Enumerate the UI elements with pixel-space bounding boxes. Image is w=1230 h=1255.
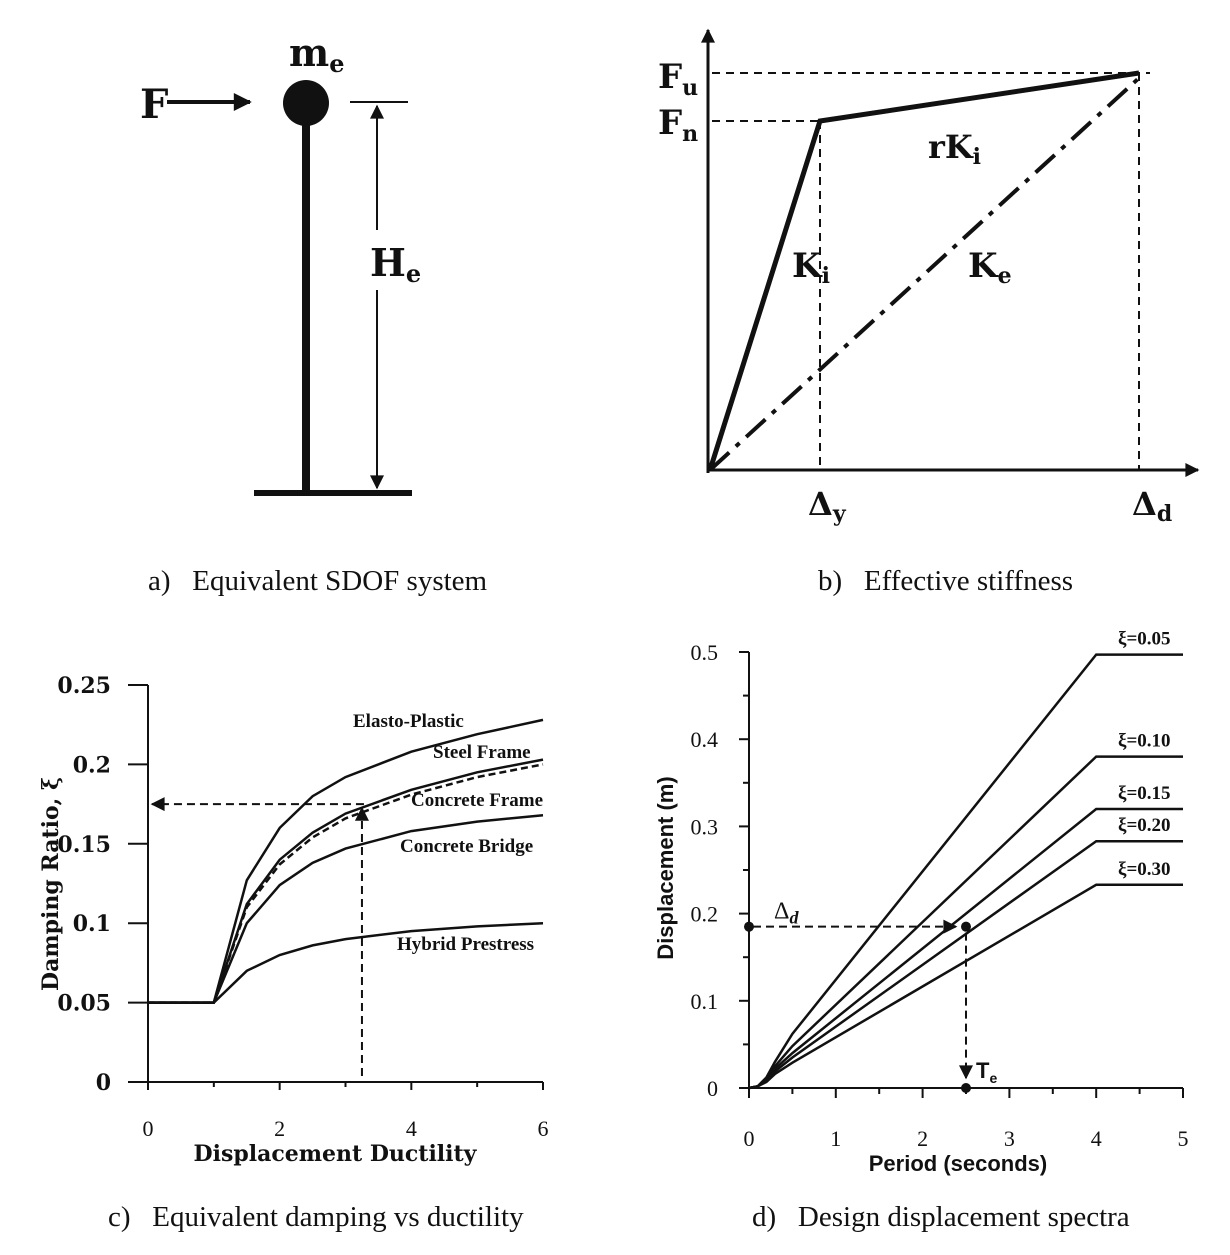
ke-label: Ke — [968, 246, 1012, 289]
mass-label: me — [289, 30, 345, 78]
c-x-tick-label: 4 — [406, 1116, 417, 1141]
period-point — [961, 1083, 971, 1093]
intersection-point — [961, 921, 971, 932]
caption-a: a) Equivalent SDOF system — [148, 565, 488, 597]
c-x-tick-label: 0 — [143, 1116, 154, 1141]
c-x-tick-label: 2 — [274, 1116, 285, 1141]
c-series-label: Elasto-Plastic — [353, 711, 464, 732]
c-y-tick-label: 0.2 — [73, 752, 111, 778]
c-series-labels: Elasto-Plastic Steel Frame Concrete Frame C… — [353, 711, 543, 955]
d-x-tick-label: 0 — [744, 1126, 755, 1151]
c-y-tick-label: 0 — [96, 1070, 111, 1096]
c-y-tick-label: 0.05 — [57, 991, 111, 1017]
d-y-tick-label: 0.4 — [691, 727, 719, 752]
c-y-tick-label: 0.25 — [57, 673, 111, 699]
d-series — [748, 653, 1183, 1090]
c-series-label: Concrete Bridge — [400, 836, 533, 857]
caption-c: c) Equivalent damping vs ductility — [108, 1201, 524, 1233]
height-label: He — [370, 240, 421, 288]
c-tick-labels: 0 2 4 6 0 0.05 0.1 0.15 0.2 0.25 — [57, 673, 548, 1141]
d-y-tick-label: 0.5 — [691, 640, 719, 665]
d-x-tick-label: 2 — [917, 1126, 928, 1151]
c-y-axis-label: Damping Ratio, ξ — [38, 777, 64, 991]
ki-label: Ki — [792, 246, 830, 289]
bilinear-curve — [707, 70, 1140, 471]
d-series-label: ξ=0.20 — [1118, 815, 1171, 836]
c-series-line — [148, 763, 544, 1004]
panel-a-sdof: F me He a) Equivalent SDOF system — [140, 30, 488, 597]
c-series-line — [148, 813, 544, 1004]
d-y-tick-label: 0.2 — [691, 902, 719, 927]
c-x-tick-label: 6 — [538, 1116, 549, 1141]
caption-d: d) Design displacement spectra — [752, 1201, 1130, 1233]
c-y-tick-label: 0.1 — [73, 911, 111, 937]
caption-b: b) Effective stiffness — [818, 565, 1073, 597]
d-y-tick-label: 0.1 — [691, 989, 719, 1014]
panel-b-stiffness: Fu Fn rKi Ki Ke Δy Δd b) Effective stiff… — [658, 28, 1200, 597]
d-series-label: ξ=0.30 — [1118, 859, 1171, 880]
d-x-tick-label: 1 — [830, 1126, 841, 1151]
d-series-label: ξ=0.15 — [1118, 783, 1171, 804]
mass-circle — [283, 80, 329, 126]
c-series-label: Steel Frame — [433, 742, 531, 763]
d-tick-labels: 0 1 2 3 4 5 0 0.1 0.2 0.3 0.4 0.5 — [691, 640, 1189, 1151]
d-y-tick-label: 0 — [707, 1076, 718, 1101]
panel-d-spectra-chart: 0 1 2 3 4 5 0 0.1 0.2 0.3 0.4 0.5 ξ=0.05 ξ=0.10 ξ=0.1… — [653, 629, 1189, 1233]
dy-label: Δy — [808, 485, 847, 527]
dd-label: Δd — [1132, 485, 1172, 527]
panel-c-damping-chart: 0 2 4 6 0 0.05 0.1 0.15 0.2 0.25 Elasto-Plastic St… — [38, 673, 549, 1233]
fn-label: Fn — [658, 103, 698, 147]
c-series-label: Concrete Frame — [411, 790, 543, 811]
c-x-axis-label: Displacement Ductility — [194, 1141, 478, 1167]
c-series — [148, 718, 544, 1004]
fu-label: Fu — [658, 57, 698, 101]
force-label: F — [140, 81, 168, 128]
c-series-label: Hybrid Prestress — [397, 934, 534, 955]
delta-d-label: Δd — [774, 899, 799, 928]
d-series-labels: ξ=0.05 ξ=0.10 ξ=0.15 ξ=0.20 ξ=0.30 — [1118, 629, 1171, 880]
d-series-label: ξ=0.10 — [1118, 731, 1171, 752]
d-series-line — [748, 883, 1183, 1090]
c-ticks — [128, 684, 544, 1090]
d-x-tick-label: 5 — [1178, 1126, 1189, 1151]
d-x-tick-label: 4 — [1091, 1126, 1102, 1151]
te-label: Te — [976, 1058, 997, 1086]
delta-point — [744, 921, 754, 932]
rki-label: rKi — [928, 128, 981, 170]
d-x-axis-label: Period (seconds) — [869, 1151, 1047, 1176]
d-series-label: ξ=0.05 — [1118, 629, 1171, 650]
d-ticks — [739, 651, 1184, 1098]
c-series-line — [148, 718, 544, 1004]
d-y-axis-label: Displacement (m) — [653, 776, 678, 959]
d-x-tick-label: 3 — [1004, 1126, 1015, 1151]
c-series-line — [148, 921, 544, 1004]
d-y-tick-label: 0.3 — [691, 814, 719, 839]
c-y-tick-label: 0.15 — [57, 832, 111, 858]
